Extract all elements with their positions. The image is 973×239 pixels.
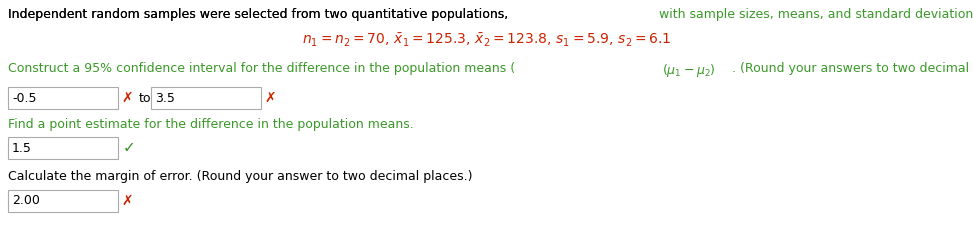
Text: Calculate the margin of error. (Round your answer to two decimal places.): Calculate the margin of error. (Round yo… bbox=[8, 170, 473, 183]
Text: ✗: ✗ bbox=[264, 91, 275, 105]
Text: ✓: ✓ bbox=[123, 141, 136, 156]
Text: 1.5: 1.5 bbox=[12, 141, 32, 154]
Text: Find a point estimate for the difference in the population means.: Find a point estimate for the difference… bbox=[8, 118, 414, 131]
Text: to: to bbox=[139, 92, 152, 104]
Text: ✗: ✗ bbox=[121, 194, 132, 208]
Text: 2.00: 2.00 bbox=[12, 195, 40, 207]
Text: -0.5: -0.5 bbox=[12, 92, 37, 104]
Text: ✗: ✗ bbox=[121, 91, 132, 105]
Text: . (Round your answers to two decimal places.): . (Round your answers to two decimal pla… bbox=[732, 62, 973, 75]
Text: 3.5: 3.5 bbox=[155, 92, 175, 104]
FancyBboxPatch shape bbox=[151, 87, 261, 109]
Text: Independent random samples were selected from two quantitative populations,: Independent random samples were selected… bbox=[8, 8, 512, 21]
FancyBboxPatch shape bbox=[8, 137, 118, 159]
FancyBboxPatch shape bbox=[8, 190, 118, 212]
Text: Independent random samples were selected from two quantitative populations,: Independent random samples were selected… bbox=[8, 8, 512, 21]
Text: with sample sizes, means, and standard deviations given below.: with sample sizes, means, and standard d… bbox=[659, 8, 973, 21]
Text: Construct a 95% confidence interval for the difference in the population means (: Construct a 95% confidence interval for … bbox=[8, 62, 515, 75]
Text: $(\mu_1 - \mu_2)$: $(\mu_1 - \mu_2)$ bbox=[663, 62, 716, 79]
FancyBboxPatch shape bbox=[8, 87, 118, 109]
Text: $n_1 = n_2 = 70,\,\bar{x}_1 = 125.3,\,\bar{x}_2 = 123.8,\,s_1 = 5.9,\,s_2 = 6.1$: $n_1 = n_2 = 70,\,\bar{x}_1 = 125.3,\,\b… bbox=[302, 32, 671, 49]
